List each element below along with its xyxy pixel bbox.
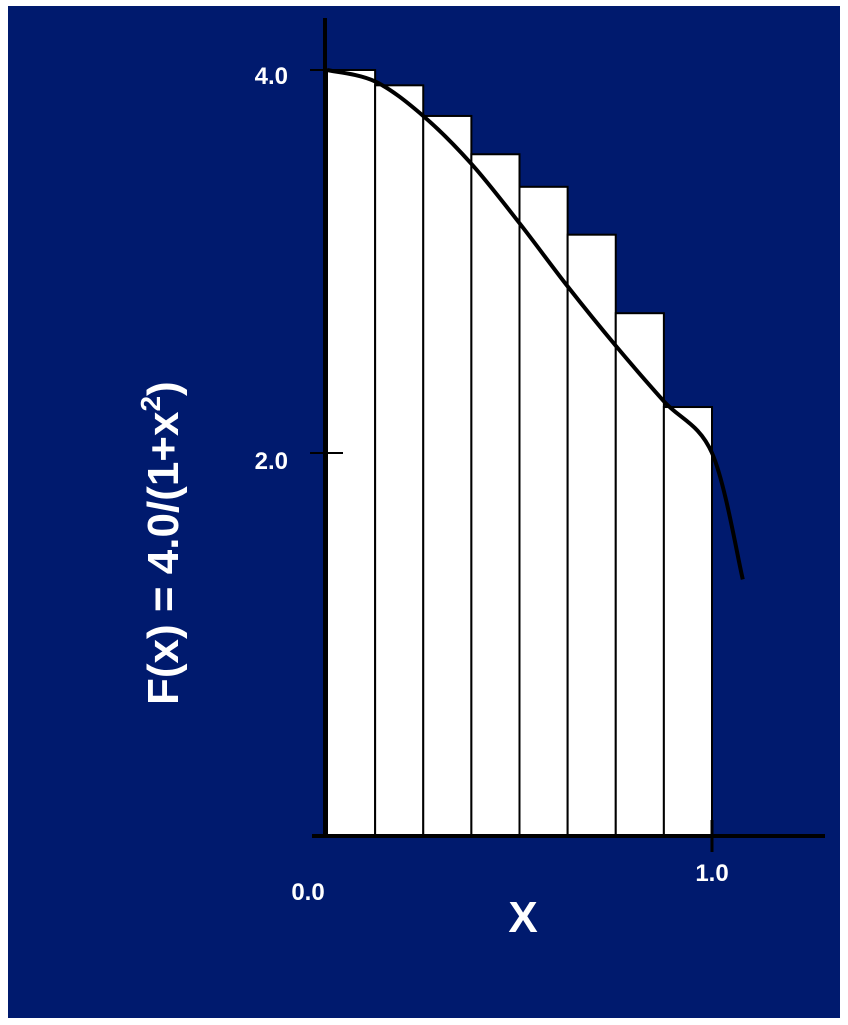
curve-layer [326,68,745,580]
bar [518,185,569,837]
x-axis-label: X [508,893,537,942]
axes-layer [312,18,825,838]
bar [470,153,521,837]
y-axis-label-superscript: 2 [135,396,166,412]
bar [614,312,665,837]
bar [422,114,473,837]
bar [662,406,713,837]
y-tick-label: 4.0 [255,63,288,90]
x-tick-label: 1.0 [695,860,728,887]
bars-layer [326,69,713,837]
bar [566,233,617,837]
function-curve [326,68,745,580]
bar [374,84,425,837]
y-axis-label: F(x) = 4.0/(1+x2) [135,381,188,705]
ticks-layer [310,69,714,852]
y-tick-label: 2.0 [255,448,288,475]
x-tick-label: 0.0 [291,879,324,906]
